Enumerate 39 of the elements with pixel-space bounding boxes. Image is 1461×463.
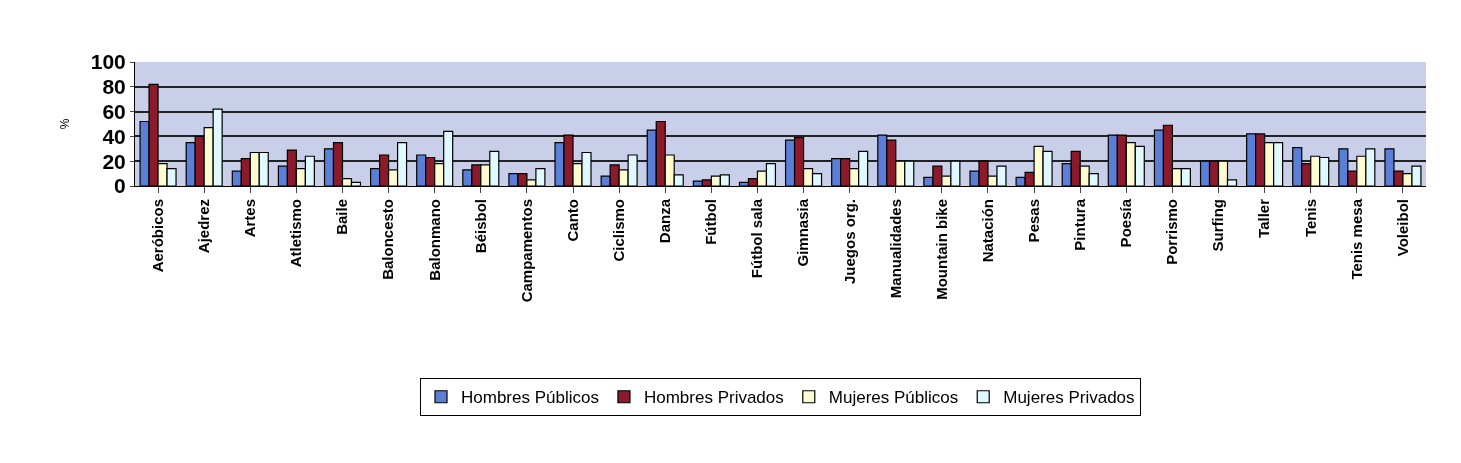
x-tick-label: Manualidades xyxy=(886,199,904,299)
x-tick-label: Balonmano xyxy=(425,199,443,281)
legend-label: Hombres Públicos xyxy=(461,388,599,408)
legend-label: Hombres Privados xyxy=(643,388,784,408)
x-tick-label: Ciclismo xyxy=(610,199,628,262)
x-tick-label: Surfing xyxy=(1209,199,1227,252)
x-tick-label: Pesas xyxy=(1024,199,1042,243)
x-tick-label: Canto xyxy=(563,199,581,242)
x-tick-label: Fútbol xyxy=(702,199,720,245)
legend-label: Mujeres Privados xyxy=(1003,388,1135,408)
x-tick-label: Taller xyxy=(1255,198,1273,238)
y-tick-label: 0 xyxy=(114,174,126,198)
y-axis-title: % xyxy=(58,118,73,130)
x-tick-label: Juegos org. xyxy=(840,199,858,285)
x-tick-label: Fútbol sala xyxy=(748,198,766,279)
x-tick-label: Aeróbicos xyxy=(148,199,166,273)
x-tick-label: Baile xyxy=(333,199,351,235)
x-tick-label: Pintura xyxy=(1071,198,1089,251)
x-tick-label: Béisbol xyxy=(471,199,489,254)
y-tick-label: 80 xyxy=(102,75,126,99)
x-tick-label: Poesía xyxy=(1117,198,1135,248)
x-tick-label: Artes xyxy=(241,199,259,238)
y-tick-label: 100 xyxy=(90,50,126,74)
x-tick-label: Voleibol xyxy=(1393,199,1411,257)
x-tick-label: Porrismo xyxy=(1163,199,1181,265)
legend-label: Mujeres Públicos xyxy=(828,388,959,408)
y-tick-label: 40 xyxy=(102,124,126,148)
x-tick-label: Natación xyxy=(978,199,996,263)
x-tick-label: Atletismo xyxy=(287,199,305,268)
x-tick-label: Tenis mesa xyxy=(1347,198,1365,280)
x-tick-label: Mountain bike xyxy=(932,199,950,300)
x-tick-label: Baloncesto xyxy=(379,199,397,280)
x-tick-label: Danza xyxy=(656,198,674,244)
x-tick-label: Tenis xyxy=(1301,199,1319,238)
x-tick-label: Ajedrez xyxy=(195,199,213,254)
x-tick-label: Gimnasia xyxy=(794,198,812,267)
x-tick-label: Campamentos xyxy=(517,199,535,303)
y-tick-label: 60 xyxy=(102,99,126,123)
y-tick-label: 20 xyxy=(102,149,126,173)
